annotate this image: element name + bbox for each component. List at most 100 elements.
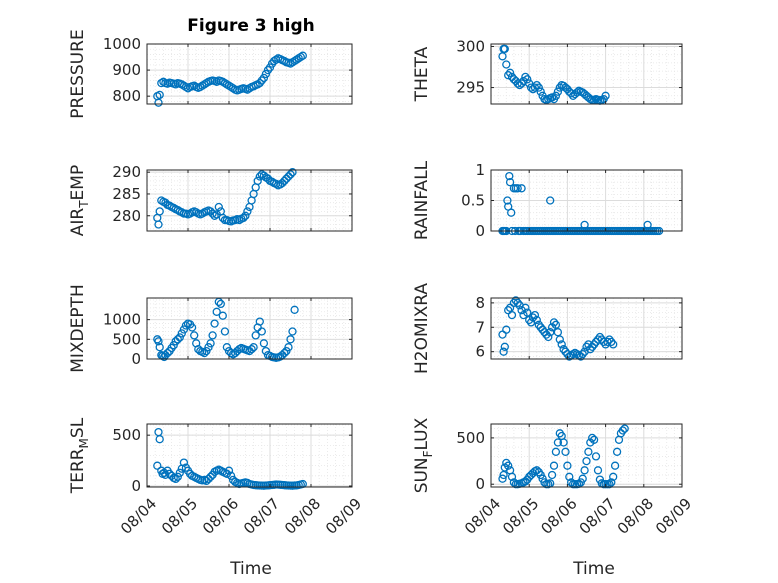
data-point bbox=[513, 298, 522, 308]
data-point bbox=[251, 331, 260, 340]
data-point bbox=[165, 201, 174, 210]
data-point bbox=[206, 339, 215, 348]
axes-box bbox=[146, 297, 353, 360]
data-point bbox=[504, 461, 513, 470]
data-point bbox=[239, 213, 248, 223]
data-point bbox=[220, 78, 230, 88]
data-point bbox=[553, 87, 563, 96]
data-point bbox=[243, 85, 252, 94]
data-point bbox=[257, 76, 266, 85]
y-tick-label: 1000 bbox=[103, 35, 141, 53]
data-point bbox=[216, 299, 225, 309]
plot-area bbox=[491, 424, 682, 487]
y-tick-label: 1 bbox=[475, 161, 485, 179]
data-point bbox=[513, 184, 522, 193]
data-point bbox=[224, 466, 234, 475]
data-point bbox=[208, 209, 217, 218]
data-point bbox=[155, 343, 164, 352]
data-point bbox=[271, 179, 281, 189]
data-point bbox=[547, 470, 557, 480]
y-axis-label-subscript: T bbox=[77, 200, 91, 209]
y-tick-label: 0 bbox=[475, 475, 485, 493]
data-point bbox=[505, 178, 515, 187]
y-tick-label: 0 bbox=[475, 222, 485, 240]
data-point bbox=[154, 337, 163, 346]
y-axis-label: SUNFLUX bbox=[412, 417, 435, 493]
data-point bbox=[173, 335, 182, 344]
data-point bbox=[553, 438, 563, 447]
data-point bbox=[161, 470, 170, 479]
data-point bbox=[507, 472, 517, 481]
data-point bbox=[567, 89, 576, 98]
data-point bbox=[288, 327, 297, 336]
data-point bbox=[589, 435, 599, 444]
y-tick-label: 300 bbox=[456, 37, 485, 55]
y-axis-label-main: H2OMIXRA bbox=[412, 283, 432, 374]
y-axis-label-main: SUN bbox=[412, 457, 432, 493]
y-axis-label-rest: EMP bbox=[68, 165, 88, 201]
data-point bbox=[155, 435, 164, 444]
data-point bbox=[500, 44, 509, 54]
y-axis-label-main: THETA bbox=[412, 46, 432, 102]
data-point bbox=[280, 348, 289, 358]
subplot-4: 0 0.5 1 RAINFALL bbox=[412, 160, 683, 240]
x-axis-label-left: Time bbox=[229, 559, 272, 579]
data-point bbox=[220, 327, 230, 336]
figure-title: Figure 3 high bbox=[187, 16, 315, 36]
data-point bbox=[249, 343, 258, 352]
x-axis-label-right: Time bbox=[572, 559, 615, 579]
data-point bbox=[610, 461, 620, 470]
data-point bbox=[235, 215, 244, 225]
y-tick-label: 295 bbox=[456, 79, 485, 97]
subplot-6: 6 7 8 H2OMIXRA bbox=[412, 283, 683, 374]
data-point bbox=[584, 447, 593, 456]
data-point bbox=[504, 71, 513, 80]
y-axis-label: RAINFALL bbox=[412, 160, 432, 240]
data-point bbox=[200, 348, 209, 358]
data-point bbox=[563, 461, 572, 470]
data-point bbox=[532, 315, 541, 325]
data-point bbox=[551, 91, 561, 100]
data-point bbox=[267, 177, 277, 186]
y-tick-label: 1000 bbox=[103, 311, 141, 329]
data-point bbox=[280, 176, 289, 186]
data-point bbox=[163, 348, 172, 358]
data-point bbox=[580, 220, 589, 230]
data-point bbox=[202, 476, 211, 486]
y-tick-label: 0.5 bbox=[461, 192, 485, 210]
y-axis-label-main: MIXDEPTH bbox=[68, 284, 88, 373]
data-point bbox=[286, 335, 295, 344]
y-axis-label-rest: SL bbox=[68, 417, 88, 438]
data-point bbox=[175, 333, 184, 342]
data-point bbox=[255, 317, 264, 326]
data-point bbox=[536, 87, 545, 96]
data-point bbox=[208, 331, 217, 340]
data-point bbox=[551, 320, 561, 329]
y-axis-label: THETA bbox=[412, 46, 432, 102]
data-point bbox=[580, 466, 589, 475]
data-point bbox=[286, 59, 295, 68]
plot-area bbox=[147, 44, 352, 104]
data-point bbox=[521, 72, 530, 82]
data-point bbox=[292, 55, 301, 64]
data-point bbox=[218, 311, 227, 320]
data-point bbox=[523, 75, 532, 84]
data-point bbox=[190, 81, 199, 90]
axes-box bbox=[146, 169, 353, 232]
data-point bbox=[214, 202, 223, 212]
data-point bbox=[521, 303, 530, 312]
data-point bbox=[200, 80, 209, 89]
data-point bbox=[507, 208, 516, 217]
data-point bbox=[253, 176, 262, 186]
data-point bbox=[210, 211, 219, 220]
data-point bbox=[296, 52, 305, 62]
data-point bbox=[500, 342, 509, 351]
data-point bbox=[532, 80, 541, 90]
data-point bbox=[179, 458, 189, 467]
y-tick-label: 900 bbox=[112, 61, 141, 79]
y-tick-label: 0 bbox=[131, 350, 141, 368]
data-point bbox=[261, 346, 271, 356]
